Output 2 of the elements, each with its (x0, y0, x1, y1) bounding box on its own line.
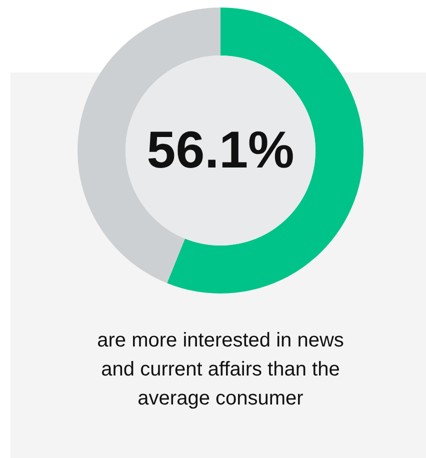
data-label: 56.1% (146, 122, 294, 180)
text: are more interested in news and current affairs than the average consumer (97, 330, 344, 410)
